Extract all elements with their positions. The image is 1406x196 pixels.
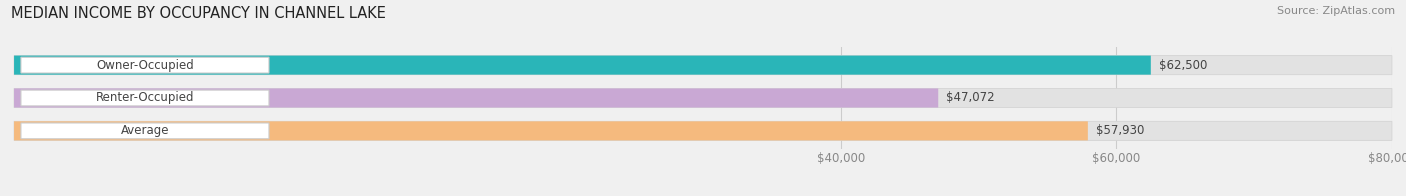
FancyBboxPatch shape bbox=[21, 57, 269, 73]
Text: $57,930: $57,930 bbox=[1097, 124, 1144, 137]
FancyBboxPatch shape bbox=[14, 56, 1392, 75]
Text: $62,500: $62,500 bbox=[1159, 59, 1208, 72]
FancyBboxPatch shape bbox=[21, 123, 269, 139]
FancyBboxPatch shape bbox=[14, 88, 1392, 108]
Text: Renter-Occupied: Renter-Occupied bbox=[96, 92, 194, 104]
Text: Source: ZipAtlas.com: Source: ZipAtlas.com bbox=[1277, 6, 1395, 16]
FancyBboxPatch shape bbox=[21, 90, 269, 106]
Text: $47,072: $47,072 bbox=[946, 92, 995, 104]
Text: Owner-Occupied: Owner-Occupied bbox=[96, 59, 194, 72]
FancyBboxPatch shape bbox=[14, 56, 1152, 75]
FancyBboxPatch shape bbox=[14, 88, 938, 108]
FancyBboxPatch shape bbox=[14, 121, 1392, 140]
Text: Average: Average bbox=[121, 124, 169, 137]
FancyBboxPatch shape bbox=[14, 121, 1088, 140]
Text: MEDIAN INCOME BY OCCUPANCY IN CHANNEL LAKE: MEDIAN INCOME BY OCCUPANCY IN CHANNEL LA… bbox=[11, 6, 387, 21]
